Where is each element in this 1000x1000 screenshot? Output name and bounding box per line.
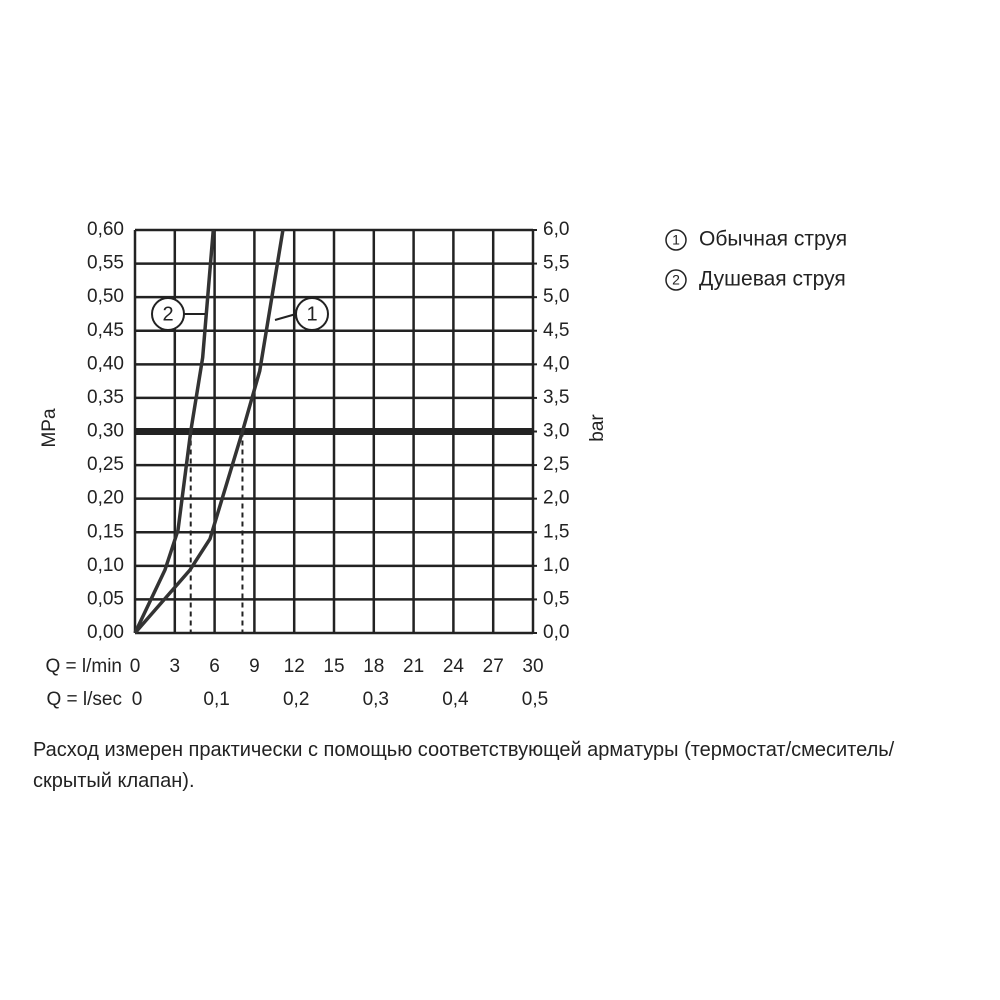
y-tick-label: 0,30 xyxy=(87,421,124,442)
y2-tick-label: 4,0 xyxy=(543,353,569,374)
x2-tick-label: 0 xyxy=(132,689,143,710)
legend-symbol-label: 2 xyxy=(672,272,680,288)
series-tag xyxy=(151,297,185,331)
x2-tick-label: 0,4 xyxy=(442,689,469,710)
x2-axis-label: Q = l/sec xyxy=(47,689,123,710)
series-tag xyxy=(295,297,329,331)
y-tick-label: 0,55 xyxy=(87,253,124,274)
y2-tick-label: 5,0 xyxy=(543,286,569,307)
x-tick-label: 6 xyxy=(209,656,220,677)
y-tick-label: 0,25 xyxy=(87,454,124,475)
series-line xyxy=(133,229,216,634)
x-tick-label: 15 xyxy=(323,656,344,677)
y-tick-label: 0,40 xyxy=(87,353,124,374)
series-tag-label: 1 xyxy=(306,303,317,325)
series-line xyxy=(133,229,285,635)
legend-label: Обычная струя xyxy=(699,228,847,251)
y2-tick-label: 3,0 xyxy=(543,421,569,442)
x-tick-label: 27 xyxy=(483,656,504,677)
footnote: Расход измерен практически с помощью соо… xyxy=(33,739,895,792)
y-tick-label: 0,50 xyxy=(87,286,124,307)
series-tag-label: 2 xyxy=(162,303,173,325)
x-tick-label: 30 xyxy=(522,656,543,677)
y2-tick-label: 1,0 xyxy=(543,555,569,576)
x-tick-label: 24 xyxy=(443,656,465,677)
y-tick-label: 0,15 xyxy=(87,521,124,542)
y-tick-label: 0,10 xyxy=(87,555,124,576)
series-leader xyxy=(274,313,297,321)
y-axis-label: MPa xyxy=(39,408,60,448)
y2-tick-label: 5,5 xyxy=(543,253,569,274)
x2-tick-label: 0,5 xyxy=(522,689,548,710)
legend-symbol xyxy=(665,269,687,291)
x2-tick-label: 0,1 xyxy=(203,689,229,710)
y2-axis-label: bar xyxy=(587,414,608,442)
legend-label: Душевая струя xyxy=(699,268,846,291)
y2-tick-label: 0,0 xyxy=(543,622,569,643)
x-tick-label: 3 xyxy=(170,656,181,677)
x-tick-label: 18 xyxy=(363,656,384,677)
y-tick-label: 0,20 xyxy=(87,488,124,509)
y-tick-label: 0,05 xyxy=(87,588,124,609)
y2-tick-label: 2,0 xyxy=(543,488,569,509)
x-tick-label: 9 xyxy=(249,656,260,677)
y2-tick-label: 4,5 xyxy=(543,320,569,341)
y2-tick-label: 3,5 xyxy=(543,387,569,408)
y2-tick-label: 6,0 xyxy=(543,219,569,240)
x-axis-label: Q = l/min xyxy=(45,656,122,677)
legend-symbol xyxy=(665,229,687,251)
x-tick-label: 12 xyxy=(284,656,305,677)
x-tick-label: 0 xyxy=(130,656,141,677)
x-tick-label: 21 xyxy=(403,656,424,677)
x2-tick-label: 0,2 xyxy=(283,689,309,710)
legend-symbol-label: 1 xyxy=(672,232,680,248)
y-tick-label: 0,60 xyxy=(87,219,124,240)
y-tick-label: 0,00 xyxy=(87,622,124,643)
y2-tick-label: 2,5 xyxy=(543,454,569,475)
y-tick-label: 0,45 xyxy=(87,320,124,341)
x2-tick-label: 0,3 xyxy=(363,689,389,710)
y-tick-label: 0,35 xyxy=(87,387,124,408)
y2-tick-label: 0,5 xyxy=(543,588,569,609)
y2-tick-label: 1,5 xyxy=(543,521,569,542)
